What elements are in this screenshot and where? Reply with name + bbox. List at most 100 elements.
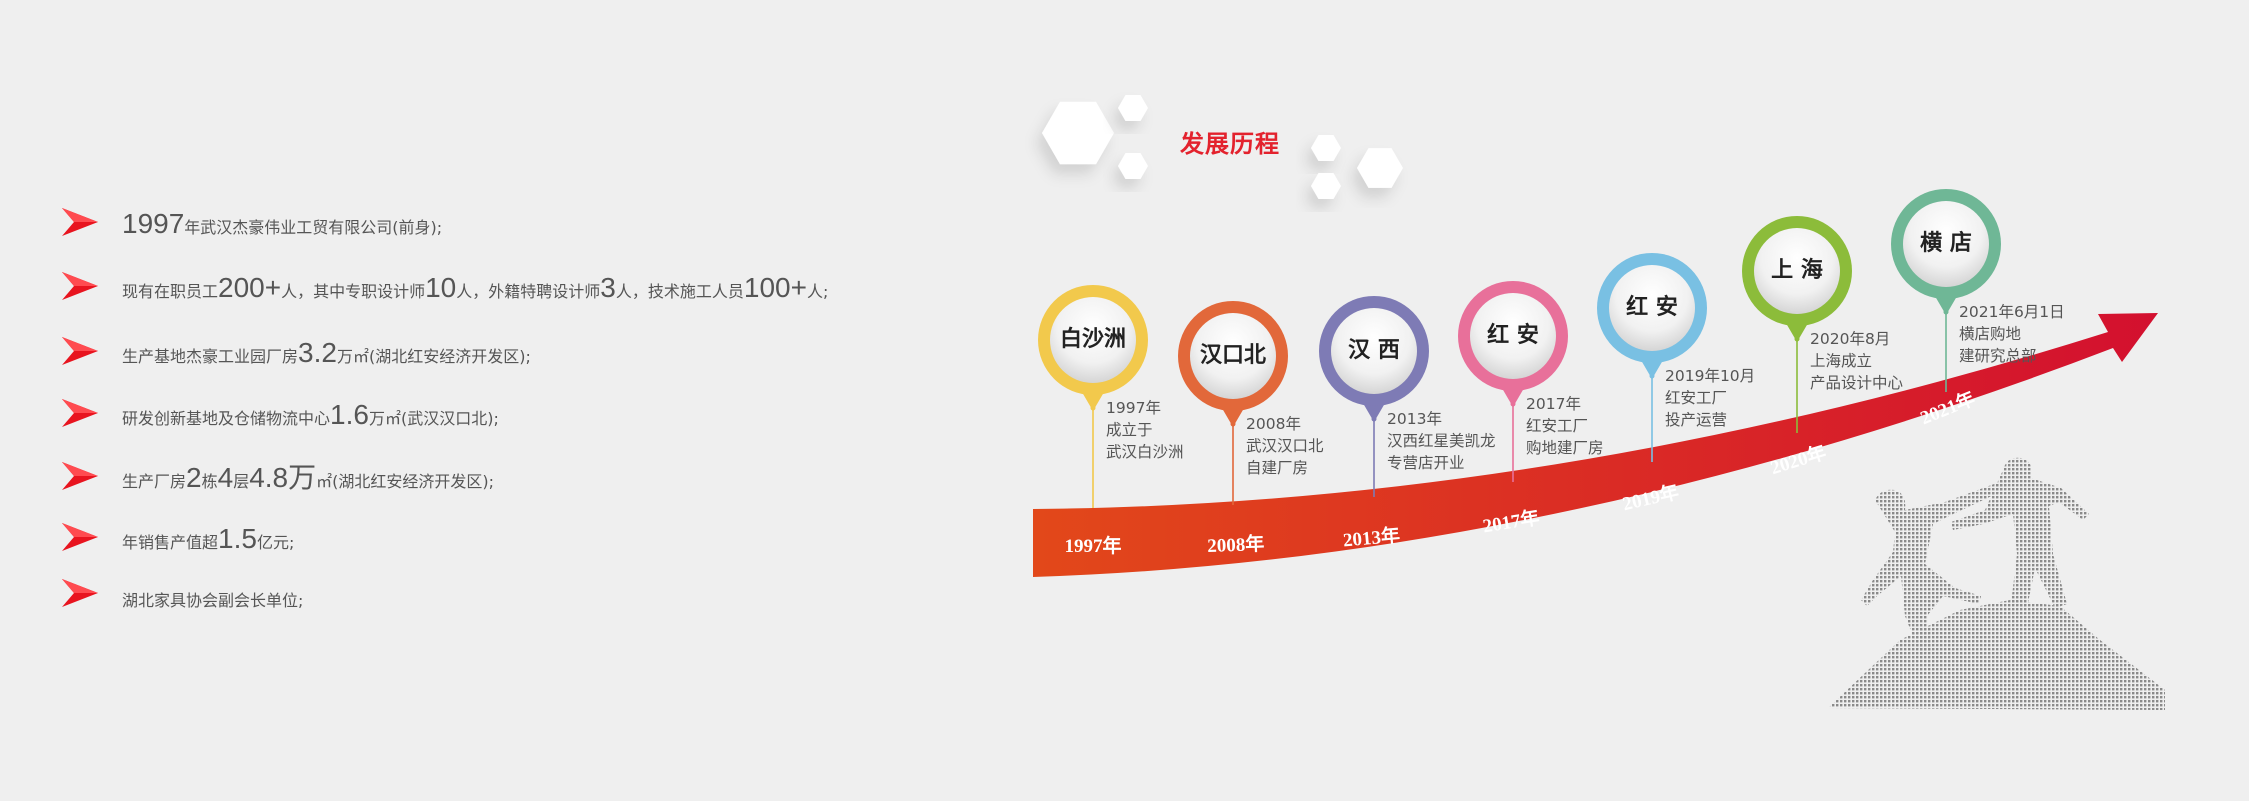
hexagon-decoration <box>1042 101 1114 165</box>
hexagon-decoration <box>1311 173 1341 199</box>
fact-text-part: 湖北家具协会副会长单位; <box>122 591 304 610</box>
timeline-title: 发展历程 <box>1180 130 1280 158</box>
fact-number: 10 <box>425 272 457 303</box>
timeline-milestone-pin <box>1597 253 1707 462</box>
milestone-description: 2020年8月 上海成立产品设计中心 <box>1810 328 1903 394</box>
description-line: 产品设计中心 <box>1810 374 1904 392</box>
fact-text-part: 万㎡(武汉汉口北); <box>368 409 499 428</box>
description-line: 自建厂房 <box>1246 459 1309 477</box>
description-line: 2021年6月1日 <box>1959 303 2065 321</box>
description-line: 武汉汉口北 <box>1246 437 1324 455</box>
fact-item: 生产厂房2栋4层4.8万㎡(湖北红安经济开发区); <box>62 452 494 492</box>
description-line: 2013年 <box>1387 410 1442 428</box>
timeline-ribbon-arrow <box>1033 313 2158 577</box>
milestone-description: 1997年成立于武汉白沙洲 <box>1106 397 1184 463</box>
fact-text-part: 年销售产值超 <box>122 533 219 552</box>
red-arrow-bullet-icon <box>62 337 98 365</box>
milestone-description: 2019年10月 红安工厂投产运营 <box>1665 365 1755 431</box>
red-arrow-bullet-icon <box>62 272 98 300</box>
hexagon-decoration <box>1118 95 1148 121</box>
description-line: 建研究总部 <box>1959 347 2037 365</box>
timeline-milestone-pin <box>1742 216 1852 433</box>
timeline-year-label: 2008年 <box>1207 532 1265 557</box>
fact-text: 湖北家具协会副会长单位; <box>122 593 303 609</box>
red-arrow-bullet-icon <box>62 579 98 607</box>
fact-number: 200+ <box>218 272 282 303</box>
milestone-description: 2021年6月1日 横店购地建研究总部 <box>1959 301 2065 367</box>
timeline-milestone-pin <box>1319 296 1429 497</box>
description-line: 横店购地 <box>1959 325 2022 343</box>
description-line: 红安工厂 <box>1526 417 1589 435</box>
decorative-hexagons <box>1042 95 1403 199</box>
fact-text-part: 亿元; <box>256 533 295 552</box>
milestone-place: 横 店 <box>1920 231 1972 256</box>
milestone-place: 汉口北 <box>1199 343 1266 368</box>
fact-number: 2 <box>186 462 202 493</box>
fact-text: 1997年武汉杰豪伟业工贸有限公司(前身); <box>122 210 442 238</box>
fact-text-part: 研发创新基地及仓储物流中心 <box>122 409 331 428</box>
description-line: 武汉白沙洲 <box>1106 443 1184 461</box>
description-line: 红安工厂 <box>1665 389 1728 407</box>
fact-text: 生产基地杰豪工业园厂房3.2万㎡(湖北红安经济开发区); <box>122 339 531 367</box>
milestone-place: 红 安 <box>1487 323 1539 348</box>
fact-text: 年销售产值超1.5亿元; <box>122 525 294 553</box>
fact-number: 1.5 <box>218 523 257 554</box>
red-arrow-bullet-icon <box>62 462 98 490</box>
description-line: 购地建厂房 <box>1526 439 1604 457</box>
fact-number: 4.8万 <box>249 462 317 493</box>
fact-text-part: 层 <box>233 472 250 491</box>
fact-text-part: 栋 <box>201 472 218 491</box>
description-line: 专营店开业 <box>1387 454 1465 472</box>
milestone-place: 上 海 <box>1771 258 1823 283</box>
fact-text-part: 生产厂房 <box>122 472 187 491</box>
fact-number: 3.2 <box>298 337 337 368</box>
fact-text-part: 年武汉杰豪伟业工贸有限公司(前身); <box>184 218 443 237</box>
fact-number: 100+ <box>743 272 807 303</box>
hexagon-decoration <box>1118 153 1148 179</box>
description-line: 2020年8月 <box>1810 330 1891 348</box>
fact-number: 1.6 <box>330 399 369 430</box>
climbers-silhouette-icon <box>1828 457 2165 710</box>
timeline-milestone-pin <box>1038 285 1148 508</box>
fact-text-part: 人，其中专职设计师 <box>281 282 426 301</box>
fact-text: 现有在职员工200+人，其中专职设计师10人，外籍特聘设计师3人，技术施工人员1… <box>122 274 828 302</box>
description-line: 成立于 <box>1106 421 1153 439</box>
milestone-place: 白沙洲 <box>1059 327 1126 352</box>
red-arrow-bullet-icon <box>62 399 98 427</box>
fact-text: 生产厂房2栋4层4.8万㎡(湖北红安经济开发区); <box>122 464 494 492</box>
fact-item: 年销售产值超1.5亿元; <box>62 513 294 553</box>
timeline-milestone-pin <box>1891 189 2001 392</box>
fact-text-part: 人，外籍特聘设计师 <box>456 282 601 301</box>
fact-number: 4 <box>217 462 234 493</box>
hexagon-decoration <box>1357 148 1403 188</box>
description-line: 2019年10月 <box>1665 367 1756 385</box>
milestone-description: 2008年武汉汉口北自建厂房 <box>1246 413 1324 479</box>
description-line: 1997年 <box>1106 399 1161 417</box>
red-arrow-bullet-icon <box>62 208 98 236</box>
fact-item: 现有在职员工200+人，其中专职设计师10人，外籍特聘设计师3人，技术施工人员1… <box>62 262 828 302</box>
description-line: 投产运营 <box>1665 411 1728 429</box>
fact-item: 生产基地杰豪工业园厂房3.2万㎡(湖北红安经济开发区); <box>62 327 531 367</box>
description-line: 上海成立 <box>1810 352 1873 370</box>
fact-text-part: 生产基地杰豪工业园厂房 <box>122 347 299 366</box>
timeline-milestone-pin <box>1178 301 1288 505</box>
fact-item: 湖北家具协会副会长单位; <box>62 569 303 609</box>
description-line: 2008年 <box>1246 415 1301 433</box>
fact-text-part: 人，技术施工人员 <box>615 282 744 301</box>
fact-item: 研发创新基地及仓储物流中心1.6万㎡(武汉汉口北); <box>62 389 499 429</box>
timeline-milestone-pin <box>1458 281 1568 482</box>
milestone-place: 汉 西 <box>1348 338 1400 363</box>
fact-number: 1997 <box>122 208 185 239</box>
milestone-description: 2013年 汉西红星美凯龙 专营店开业 <box>1387 408 1496 474</box>
description-line: 2017年 <box>1526 395 1581 413</box>
timeline-year-label: 1997年 <box>1064 534 1121 557</box>
milestone-place: 红 安 <box>1626 295 1678 320</box>
fact-item: 1997年武汉杰豪伟业工贸有限公司(前身); <box>62 198 442 238</box>
fact-text-part: ㎡(湖北红安经济开发区); <box>316 472 495 491</box>
fact-text-part: 万㎡(湖北红安经济开发区); <box>336 347 531 366</box>
fact-number: 3 <box>600 272 616 303</box>
fact-text: 研发创新基地及仓储物流中心1.6万㎡(武汉汉口北); <box>122 401 499 429</box>
red-arrow-bullet-icon <box>62 523 98 551</box>
hexagon-decoration <box>1311 135 1341 161</box>
